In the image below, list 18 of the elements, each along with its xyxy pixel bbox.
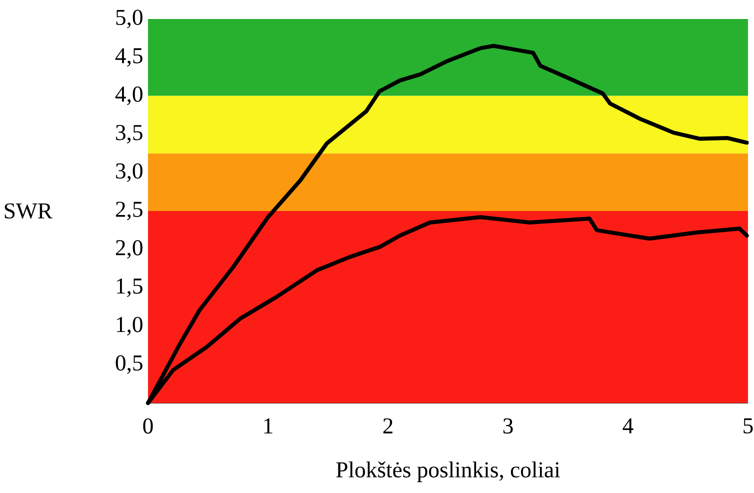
- x-tick-label: 4: [622, 418, 634, 434]
- x-tick-label: 2: [383, 418, 392, 434]
- y-tick-label: 2,5: [116, 202, 142, 220]
- x-tick-label: 3: [503, 418, 513, 434]
- y-axis-title: SWR: [4, 203, 52, 219]
- y-tick-label: 5,0: [116, 10, 142, 28]
- y-tick-label: 1,5: [116, 278, 142, 298]
- y-tick-label: 4,0: [115, 86, 142, 106]
- x-axis-title: Plokštės poslinkis, coliai: [336, 461, 560, 482]
- y-tick-label: 1,0: [116, 316, 142, 336]
- y-tick-label: 4,5: [115, 48, 142, 67]
- x-tick-label: 1: [264, 418, 272, 434]
- y-tick-label: 3,0: [116, 163, 142, 182]
- y-tick-label: 3,5: [116, 124, 142, 144]
- x-tick-label: 5: [744, 418, 753, 434]
- y-tick-label: 2,0: [116, 240, 142, 259]
- y-tick-label: 0,5: [116, 355, 142, 374]
- x-tick-label: 0: [143, 418, 153, 434]
